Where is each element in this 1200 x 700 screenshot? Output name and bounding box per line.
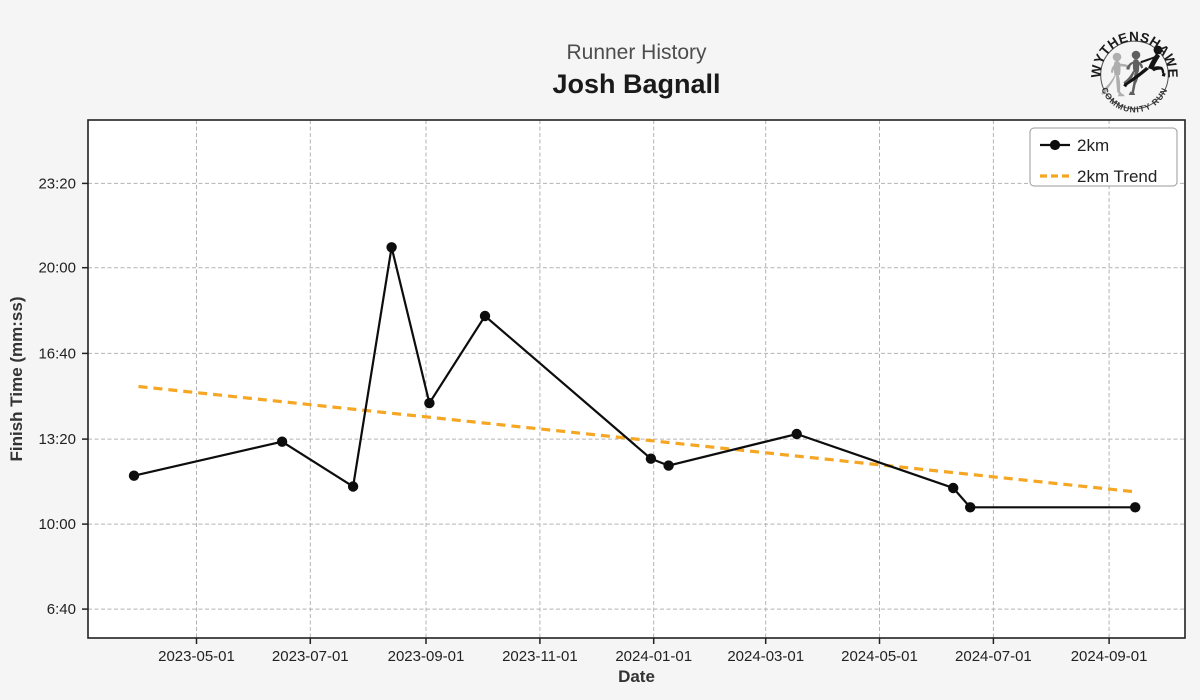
svg-text:2024-09-01: 2024-09-01	[1071, 648, 1148, 665]
svg-text:2024-07-01: 2024-07-01	[955, 648, 1032, 665]
svg-text:2024-03-01: 2024-03-01	[727, 648, 804, 665]
svg-text:10:00: 10:00	[38, 516, 76, 533]
svg-text:16:40: 16:40	[38, 345, 76, 362]
svg-text:2km: 2km	[1077, 136, 1109, 155]
svg-text:2023-11-01: 2023-11-01	[502, 648, 578, 665]
svg-text:Finish Time (mm:ss): Finish Time (mm:ss)	[7, 297, 26, 462]
svg-text:2km Trend: 2km Trend	[1077, 167, 1157, 186]
svg-text:2023-07-01: 2023-07-01	[272, 648, 349, 665]
svg-text:2024-01-01: 2024-01-01	[615, 648, 692, 665]
svg-text:2024-05-01: 2024-05-01	[841, 648, 918, 665]
svg-text:Date: Date	[618, 667, 655, 686]
svg-text:13:20: 13:20	[38, 431, 76, 448]
svg-text:2023-05-01: 2023-05-01	[158, 648, 235, 665]
svg-text:2023-09-01: 2023-09-01	[388, 648, 465, 665]
svg-text:23:20: 23:20	[38, 175, 76, 192]
svg-text:6:40: 6:40	[47, 601, 76, 618]
svg-text:20:00: 20:00	[38, 260, 76, 277]
